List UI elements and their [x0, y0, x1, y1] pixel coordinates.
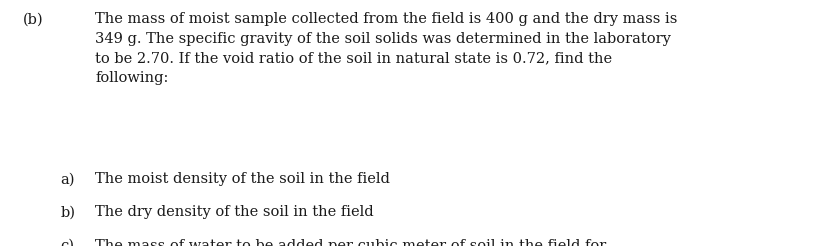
- Text: c): c): [60, 239, 74, 246]
- Text: The mass of water to be added per cubic meter of soil in the field for
saturatio: The mass of water to be added per cubic …: [95, 239, 606, 246]
- Text: The moist density of the soil in the field: The moist density of the soil in the fie…: [95, 172, 390, 186]
- Text: a): a): [60, 172, 75, 186]
- Text: The mass of moist sample collected from the field is 400 g and the dry mass is
3: The mass of moist sample collected from …: [95, 12, 677, 85]
- Text: The dry density of the soil in the field: The dry density of the soil in the field: [95, 205, 374, 219]
- Text: (b): (b): [23, 12, 44, 26]
- Text: b): b): [60, 205, 75, 219]
